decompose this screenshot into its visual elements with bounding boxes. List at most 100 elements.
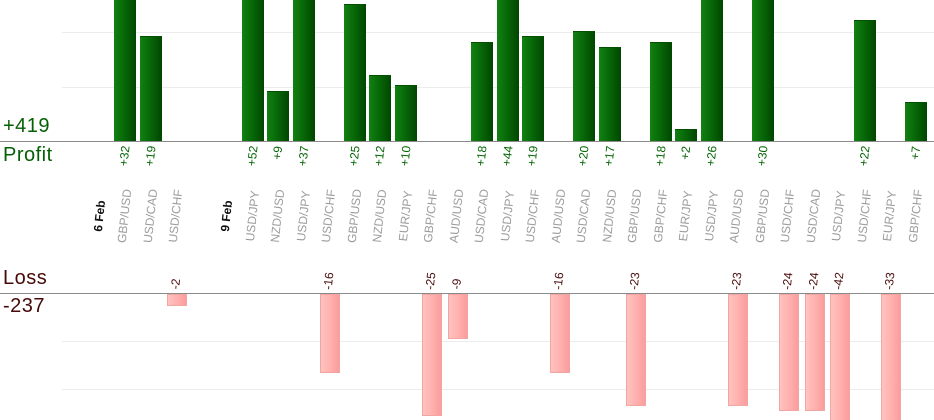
loss-bar (167, 294, 187, 306)
profit-bar (701, 0, 723, 141)
profit-bar (650, 42, 672, 141)
loss-value-label: -23 (626, 271, 643, 290)
pair-label: USD/JPY (497, 190, 517, 242)
pair-label: GBP/USD (624, 188, 645, 244)
pair-label: GBP/CHF (420, 188, 441, 244)
pair-label: USD/CHF (522, 188, 543, 244)
profit-value-label: +37 (294, 145, 312, 167)
loss-value-label: -16 (320, 271, 337, 290)
pair-label: USD/CHF (854, 188, 874, 244)
date-label: 9 Feb (217, 199, 236, 233)
profit-bar (752, 0, 774, 141)
loss-value-label: -23 (728, 271, 745, 290)
profit-value-label: +10 (396, 145, 414, 167)
profit-bar (395, 85, 417, 141)
loss-value-label: -33 (881, 271, 898, 290)
loss-value-label: -25 (422, 271, 439, 290)
pair-label: NZD/USD (369, 188, 390, 244)
pair-label: GBP/USD (344, 188, 364, 244)
profit-bar (140, 36, 162, 141)
loss-bar (626, 294, 646, 406)
loss-axis-line (0, 293, 934, 294)
loss-bar (728, 294, 748, 406)
profit-value-label: +18 (473, 145, 490, 167)
loss-bar (448, 294, 468, 339)
profit-value-label: +44 (498, 145, 516, 167)
profit-bar (293, 0, 315, 141)
profit-bar (242, 0, 264, 141)
loss-gridline (62, 389, 934, 390)
profit-value-label: +18 (651, 145, 669, 167)
pair-label: USD/CHF (777, 188, 798, 244)
pair-label: EUR/JPY (675, 190, 696, 242)
loss-gridline (62, 341, 934, 342)
loss-plot-area (0, 294, 934, 420)
date-label: 6 Feb (90, 199, 108, 233)
pair-label: USD/JPY (242, 190, 262, 242)
profit-bar (854, 20, 876, 141)
profit-bar (267, 91, 289, 141)
pair-label: USD/CHF (165, 188, 186, 244)
profit-value-label: +2 (677, 145, 694, 161)
pair-label: EUR/JPY (395, 190, 415, 242)
loss-bar (779, 294, 799, 411)
loss-bar (422, 294, 442, 416)
profit-plot-area (0, 0, 934, 141)
pair-label: USD/JPY (701, 190, 721, 242)
loss-bar (805, 294, 825, 411)
pair-label: NZD/USD (267, 188, 288, 244)
profit-value-label: +12 (371, 145, 388, 167)
profit-bar (369, 75, 391, 141)
pair-label: GBP/CHF (650, 188, 670, 244)
profit-value-label: +26 (702, 145, 720, 167)
pair-label: USD/CHF (318, 188, 339, 244)
profit-bar (471, 42, 493, 141)
loss-value-label: -24 (779, 271, 796, 290)
profit-bar (114, 0, 136, 141)
loss-axis-label: Loss (3, 267, 48, 289)
profit-value-label: +32 (116, 145, 133, 167)
profit-bar (599, 47, 621, 141)
pair-label: USD/CAD (471, 188, 492, 244)
profit-value-label: +30 (753, 145, 771, 167)
loss-value-label: -16 (550, 271, 566, 290)
profit-value-label: +9 (269, 145, 286, 161)
loss-value-label: -42 (830, 271, 847, 290)
loss-value-label: -24 (805, 271, 821, 290)
pair-label: GBP/CHF (905, 188, 925, 244)
loss-bar (550, 294, 570, 373)
profit-bar (497, 0, 519, 141)
profit-total: +419 (3, 115, 51, 137)
profit-value-label: +19 (524, 145, 541, 167)
pair-label: AUD/USD (548, 188, 568, 244)
profit-value-label: +19 (141, 145, 159, 167)
profit-bar (344, 4, 366, 141)
pair-label: GBP/USD (752, 188, 772, 244)
loss-total: -237 (3, 295, 46, 317)
profit-bar (675, 129, 697, 141)
pair-label: USD/JPY (293, 190, 313, 242)
pair-label: AUD/USD (446, 188, 466, 244)
pair-label: EUR/JPY (879, 190, 900, 242)
profit-bar (573, 31, 595, 141)
loss-value-label: -9 (448, 277, 464, 290)
loss-bar (881, 294, 901, 420)
profit-value-label: +52 (243, 145, 261, 167)
profit-bar (522, 36, 544, 141)
profit-value-label: +7 (907, 145, 923, 161)
profit-bar (905, 102, 927, 141)
profit-axis-line (0, 141, 934, 142)
pair-label: USD/JPY (828, 190, 849, 242)
pair-label: USD/CAD (140, 188, 160, 244)
profit-value-label: +20 (575, 145, 592, 167)
pair-label: NZD/USD (599, 188, 619, 244)
loss-bar (830, 294, 850, 420)
pair-label: GBP/USD (114, 188, 135, 244)
pair-label: USD/CAD (573, 188, 594, 244)
loss-value-label: -2 (167, 277, 184, 290)
profit-axis-label: Profit (3, 144, 53, 166)
profit-value-label: +22 (855, 145, 873, 167)
pair-label: USD/CAD (803, 188, 823, 244)
profit-value-label: +25 (345, 145, 363, 167)
